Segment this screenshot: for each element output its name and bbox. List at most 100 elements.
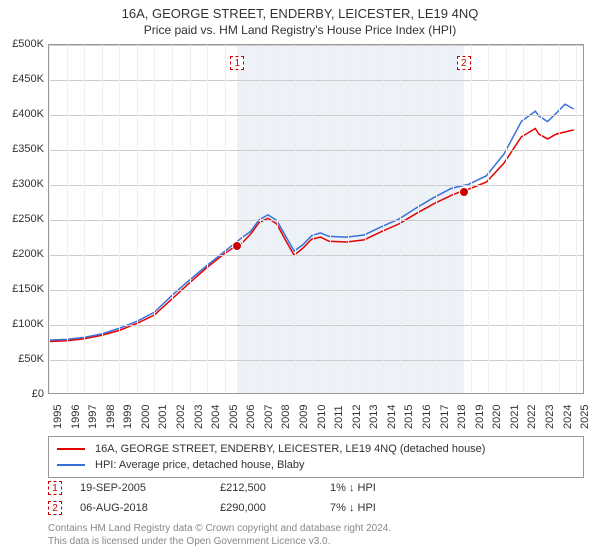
gridline-v	[383, 45, 384, 393]
x-axis-label: 2009	[298, 405, 310, 429]
gridline-v	[523, 45, 524, 393]
chart-container: 16A, GEORGE STREET, ENDERBY, LEICESTER, …	[0, 0, 600, 560]
x-axis-label: 1996	[70, 405, 82, 429]
gridline-v	[242, 45, 243, 393]
x-axis-label: 2013	[368, 405, 380, 429]
x-axis-label: 1995	[52, 405, 64, 429]
x-axis-label: 2012	[351, 405, 363, 429]
gridline-v	[488, 45, 489, 393]
attribution-line: Contains HM Land Registry data © Crown c…	[48, 522, 584, 535]
x-axis-label: 2021	[509, 405, 521, 429]
sale-row: 2 06-AUG-2018 £290,000 7% ↓ HPI	[48, 498, 584, 518]
x-axis-label: 2020	[491, 405, 503, 429]
x-axis-label: 2017	[439, 405, 451, 429]
x-axis-label: 2025	[579, 405, 591, 429]
y-axis-label: £0	[2, 388, 44, 400]
sale-dot	[459, 187, 469, 197]
y-axis-label: £450K	[2, 73, 44, 85]
gridline-v	[436, 45, 437, 393]
y-axis-label: £400K	[2, 108, 44, 120]
chart-title: 16A, GEORGE STREET, ENDERBY, LEICESTER, …	[0, 0, 600, 21]
x-axis-label: 2008	[280, 405, 292, 429]
gridline-h	[49, 220, 583, 221]
gridline-v	[559, 45, 560, 393]
gridline-v	[330, 45, 331, 393]
y-axis-label: £500K	[2, 38, 44, 50]
gridline-h	[49, 360, 583, 361]
x-axis-label: 2015	[403, 405, 415, 429]
gridline-v	[418, 45, 419, 393]
sale-marker-icon: 2	[48, 501, 62, 515]
gridline-v	[102, 45, 103, 393]
legend-swatch	[57, 464, 85, 466]
x-axis-label: 2024	[562, 405, 574, 429]
gridline-h	[49, 115, 583, 116]
gridline-h	[49, 150, 583, 151]
gridline-v	[207, 45, 208, 393]
x-axis-label: 2000	[140, 405, 152, 429]
sale-marker-icon: 1	[48, 481, 62, 495]
gridline-v	[471, 45, 472, 393]
x-axis-label: 2019	[474, 405, 486, 429]
legend-label: HPI: Average price, detached house, Blab…	[95, 459, 305, 471]
line-series-svg	[49, 45, 583, 393]
y-axis-label: £350K	[2, 143, 44, 155]
gridline-v	[348, 45, 349, 393]
plot-area: 12	[48, 44, 584, 394]
gridline-v	[49, 45, 50, 393]
gridline-v	[295, 45, 296, 393]
x-axis-label: 2004	[210, 405, 222, 429]
gridline-v	[172, 45, 173, 393]
y-axis-label: £300K	[2, 178, 44, 190]
x-axis-label: 2002	[175, 405, 187, 429]
sale-marker-icon: 1	[230, 56, 244, 70]
sale-price: £212,500	[220, 482, 330, 494]
sale-row: 1 19-SEP-2005 £212,500 1% ↓ HPI	[48, 478, 584, 498]
sale-hpi-diff: 7% ↓ HPI	[330, 502, 450, 514]
sale-marker-icon: 2	[457, 56, 471, 70]
chart-subtitle: Price paid vs. HM Land Registry's House …	[0, 21, 600, 41]
gridline-v	[576, 45, 577, 393]
gridline-v	[365, 45, 366, 393]
x-axis-label: 2003	[193, 405, 205, 429]
x-axis-label: 2010	[316, 405, 328, 429]
x-axis-label: 2022	[526, 405, 538, 429]
x-axis-label: 1999	[122, 405, 134, 429]
gridline-v	[137, 45, 138, 393]
gridline-v	[400, 45, 401, 393]
gridline-v	[260, 45, 261, 393]
y-axis-label: £50K	[2, 353, 44, 365]
x-axis-label: 2001	[157, 405, 169, 429]
gridline-v	[84, 45, 85, 393]
gridline-v	[119, 45, 120, 393]
gridline-v	[453, 45, 454, 393]
legend-item: 16A, GEORGE STREET, ENDERBY, LEICESTER, …	[57, 441, 575, 457]
attribution-line: This data is licensed under the Open Gov…	[48, 535, 584, 548]
gridline-v	[225, 45, 226, 393]
gridline-h	[49, 80, 583, 81]
x-axis-label: 1997	[87, 405, 99, 429]
sale-date: 06-AUG-2018	[80, 502, 220, 514]
y-axis-label: £150K	[2, 283, 44, 295]
legend-label: 16A, GEORGE STREET, ENDERBY, LEICESTER, …	[95, 443, 485, 455]
legend: 16A, GEORGE STREET, ENDERBY, LEICESTER, …	[48, 436, 584, 478]
x-axis-label: 2023	[544, 405, 556, 429]
x-axis-label: 1998	[105, 405, 117, 429]
gridline-v	[190, 45, 191, 393]
x-axis-label: 2005	[228, 405, 240, 429]
sale-hpi-diff: 1% ↓ HPI	[330, 482, 450, 494]
legend-swatch	[57, 448, 85, 450]
gridline-v	[154, 45, 155, 393]
attribution: Contains HM Land Registry data © Crown c…	[48, 522, 584, 548]
y-axis-label: £200K	[2, 248, 44, 260]
gridline-h	[49, 255, 583, 256]
gridline-h	[49, 45, 583, 46]
x-axis-label: 2006	[245, 405, 257, 429]
sale-price: £290,000	[220, 502, 330, 514]
x-axis-label: 2011	[333, 405, 345, 429]
legend-item: HPI: Average price, detached house, Blab…	[57, 457, 575, 473]
gridline-h	[49, 290, 583, 291]
gridline-v	[506, 45, 507, 393]
sale-date: 19-SEP-2005	[80, 482, 220, 494]
gridline-v	[67, 45, 68, 393]
